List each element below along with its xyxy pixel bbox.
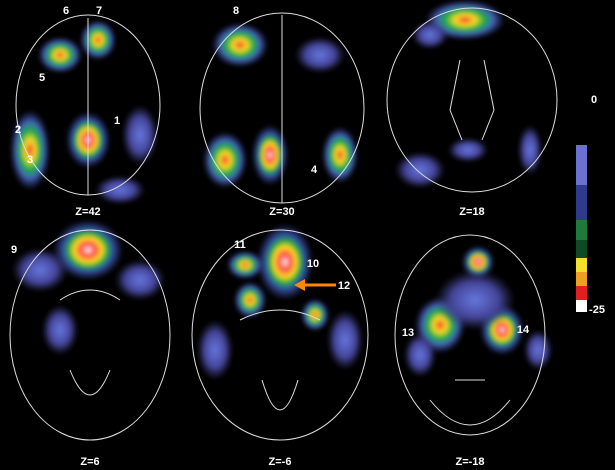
colorbar-label: 0 (591, 94, 597, 106)
colorbar-label: -25 (589, 304, 605, 316)
colorbar (576, 145, 587, 312)
brain-outlines (9, 7, 558, 441)
region-marker: 2 (15, 124, 21, 136)
slice-label: Z=-6 (269, 456, 292, 468)
activation-blobs (10, 0, 552, 380)
region-marker: 14 (517, 324, 530, 336)
region-marker: 4 (311, 164, 318, 176)
region-marker: 7 (96, 5, 102, 17)
slice-label: Z=18 (459, 206, 484, 218)
slice-label: Z=30 (269, 206, 294, 218)
slice-label: Z=42 (75, 206, 100, 218)
region-marker: 11 (234, 239, 246, 251)
region-marker: 5 (39, 72, 45, 84)
region-marker: 12 (338, 280, 350, 292)
arrow (294, 279, 336, 291)
region-marker: 10 (307, 258, 319, 270)
region-marker: 6 (63, 5, 69, 17)
region-marker: 13 (402, 327, 414, 339)
region-marker: 9 (11, 244, 17, 256)
slice-label: Z=6 (80, 456, 99, 468)
region-marker: 3 (27, 154, 33, 166)
region-marker: 1 (114, 115, 120, 127)
region-marker: 8 (233, 5, 239, 17)
slice-label: Z=-18 (455, 456, 484, 468)
